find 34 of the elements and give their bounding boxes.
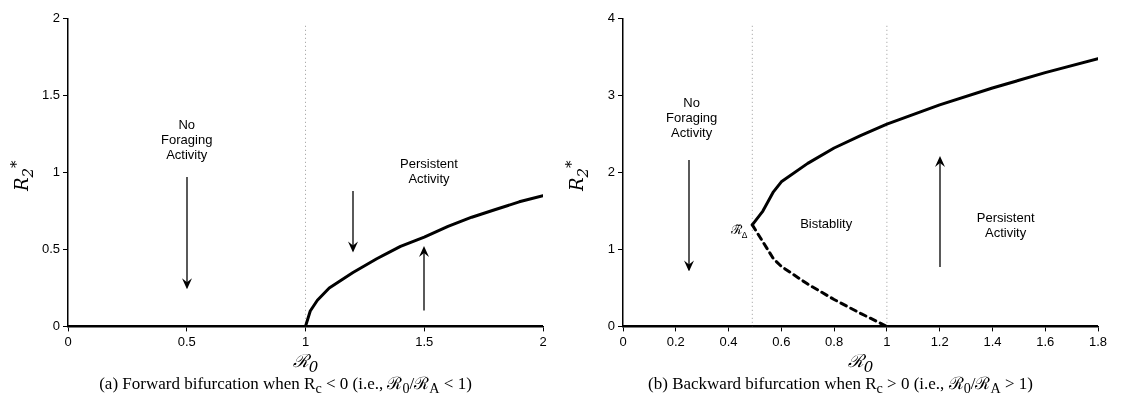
x-tick-label: 0.5 bbox=[177, 333, 196, 349]
annotation: No Foraging Activity bbox=[665, 94, 718, 140]
x-tick-label: 1.5 bbox=[415, 333, 434, 349]
y-tick-label: 0 bbox=[52, 317, 60, 333]
x-tick-label: 1.6 bbox=[1036, 333, 1055, 349]
annotation: Persistent Activity bbox=[976, 210, 1035, 241]
y-tick-label: 0.5 bbox=[41, 241, 60, 257]
x-axis-title: ℛ$_{0}$ bbox=[291, 349, 320, 376]
x-tick-label: 0.2 bbox=[666, 333, 685, 349]
y-tick-label: 1 bbox=[607, 241, 615, 257]
x-tick-label: 1 bbox=[301, 333, 310, 349]
x-tick-label: 0.8 bbox=[825, 333, 844, 349]
x-axis-title: ℛ$_{0}$ bbox=[846, 349, 875, 376]
y-tick-label: 0 bbox=[607, 317, 615, 333]
y-tick-label: 1 bbox=[52, 164, 60, 180]
x-tick-label: 1.8 bbox=[1088, 333, 1108, 349]
y-tick-label: 4 bbox=[607, 10, 615, 26]
text: (b) Backward bifurcation when R$_{c}$ > 0 (i.e., ℛ$_{0}$/ℛ$_{A}$ > 1) bbox=[647, 373, 1034, 398]
y-tick-label: 3 bbox=[607, 87, 615, 103]
x-tick-label: 1 bbox=[883, 333, 891, 349]
annotation: Bistablity bbox=[800, 215, 853, 231]
text: (a) Forward bifurcation when R$_{c}$ < 0 (i.e., ℛ$_{0}$/ℛ$_{A}$ < 1) bbox=[98, 373, 473, 398]
x-tick-label: 0 bbox=[619, 333, 627, 349]
x-tick-label: 1.4 bbox=[983, 333, 1002, 349]
x-tick-label: 0 bbox=[64, 333, 72, 349]
x-tick-label: 2 bbox=[539, 333, 547, 349]
annotation: No Foraging Activity bbox=[161, 116, 213, 162]
y-tick-label: 2 bbox=[52, 10, 60, 26]
y-tick-label: 2 bbox=[607, 164, 615, 180]
annotation: Persistent Activity bbox=[400, 156, 459, 187]
y-tick-label: 1.5 bbox=[41, 87, 60, 103]
x-tick-label: 0.6 bbox=[772, 333, 791, 349]
x-tick-label: 1.2 bbox=[930, 333, 949, 349]
x-tick-label: 0.4 bbox=[719, 333, 738, 349]
